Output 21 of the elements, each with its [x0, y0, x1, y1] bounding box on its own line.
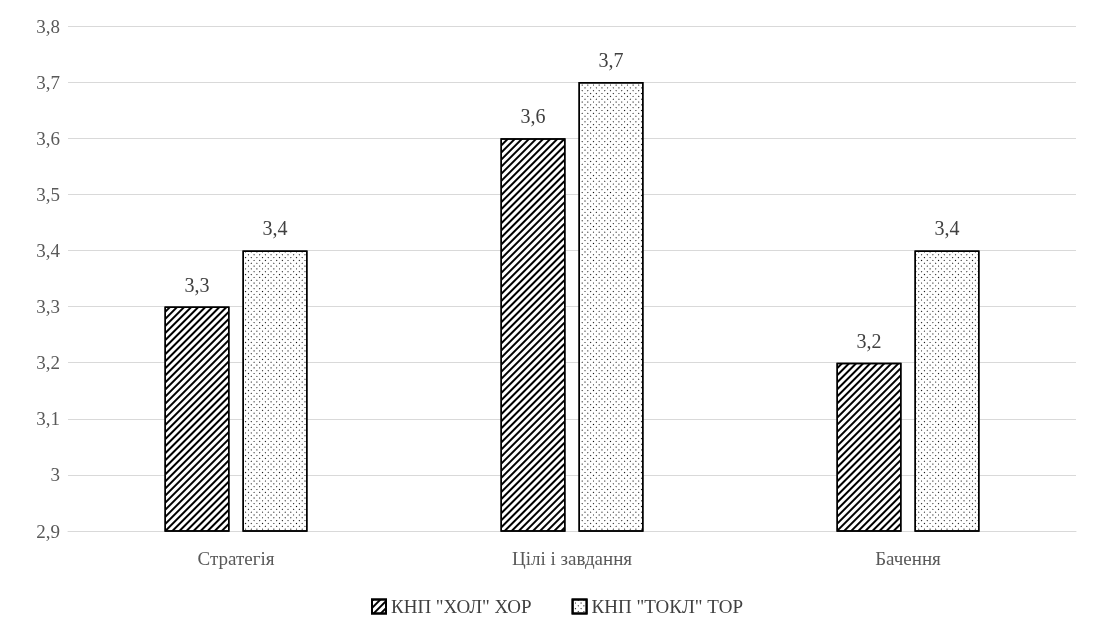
y-tick-label: 3,7 [36, 71, 60, 93]
y-tick-label: 3 [50, 464, 60, 486]
data-label: 3,2 [856, 329, 882, 352]
data-label: 3,7 [598, 49, 624, 72]
x-tick-label: Цілі і завдання [511, 548, 633, 569]
y-tick-label: 3,2 [36, 352, 60, 374]
y-tick-label: 3,8 [36, 15, 60, 37]
y-tick-label: 3,3 [36, 296, 60, 318]
x-tick-label: Бачення [875, 548, 942, 569]
data-label: 3,6 [520, 105, 546, 128]
y-tick-label: 3,1 [36, 408, 60, 430]
data-label: 3,4 [934, 217, 960, 240]
legend-label: КНП "ТОКЛ" ТОР [591, 596, 743, 617]
y-tick-label: 2,9 [36, 520, 60, 542]
y-tick-label: 3,4 [36, 239, 61, 261]
data-label: 3,4 [262, 217, 288, 240]
legend-label: КНП "ХОЛ" ХОР [391, 596, 532, 617]
x-tick-label: Стратегія [197, 548, 275, 569]
y-tick-label: 3,6 [36, 127, 60, 149]
data-label: 3,3 [184, 273, 210, 296]
y-tick-label: 3,5 [36, 183, 60, 205]
